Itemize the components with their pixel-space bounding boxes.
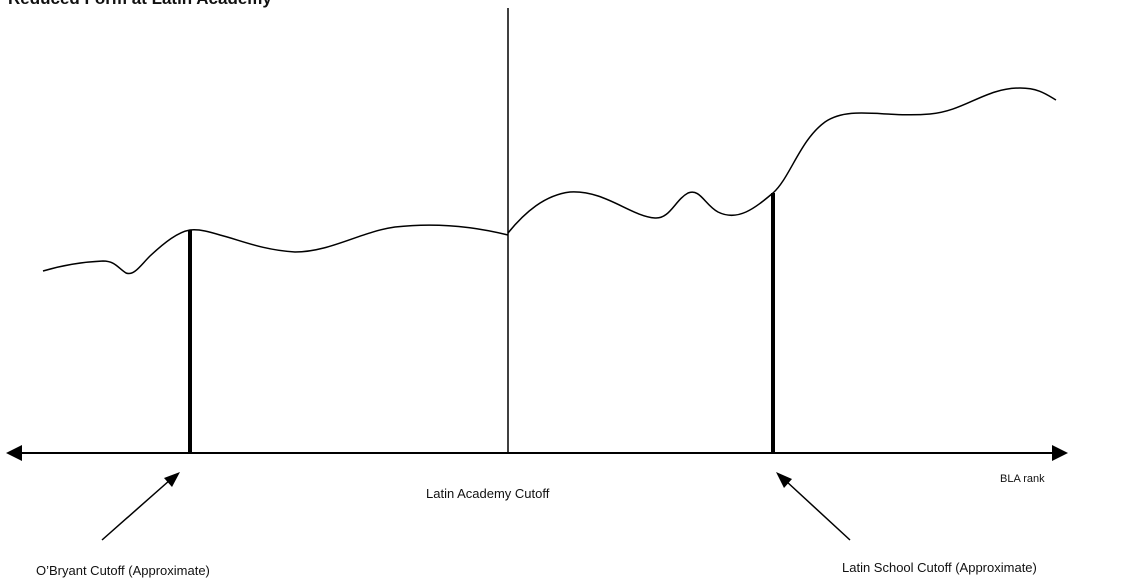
x-axis-right-arrowhead (1052, 445, 1068, 461)
latin-academy-cutoff-label: Latin Academy Cutoff (426, 486, 550, 501)
obryant-cutoff-label: O’Bryant Cutoff (Approximate) (36, 563, 210, 578)
x-axis-left-arrowhead (6, 445, 22, 461)
obryant-pointer-arrow-shaft (101, 479, 171, 541)
outcome-curve-left (42, 224, 509, 275)
axis-label: BLA rank (1000, 473, 1045, 485)
outcome-curve-right (507, 87, 1057, 234)
latin-school-pointer-arrow-shaft (785, 480, 851, 541)
latin-school-pointer-arrowhead (776, 472, 792, 488)
latin-school-cutoff-label: Latin School Cutoff (Approximate) (842, 560, 1037, 575)
obryant-pointer-arrowhead (164, 472, 180, 487)
diagram-title: Reduced Form at Latin Academy (8, 0, 272, 8)
